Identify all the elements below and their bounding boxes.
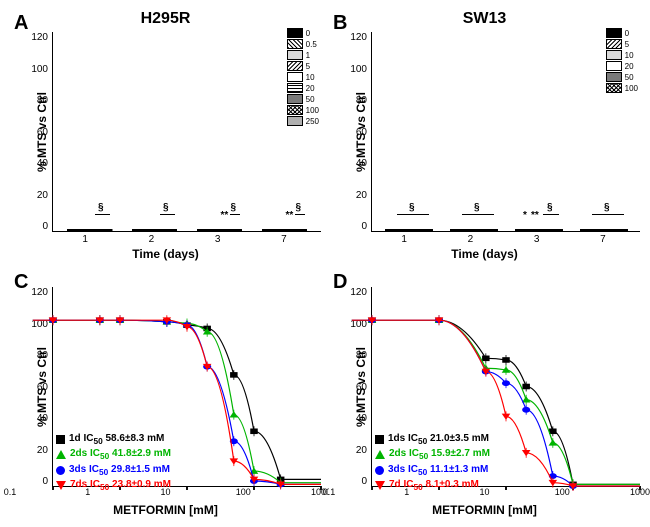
- bar: [547, 229, 555, 231]
- panel-c: C % MTS vs Ctrl 120100806040200 0.111010…: [10, 269, 321, 517]
- figure-grid: A H295R 00.515102050100250 % MTS vs Ctrl…: [10, 10, 640, 517]
- panel-a: A H295R 00.515102050100250 % MTS vs Ctrl…: [10, 10, 321, 261]
- legend-item: 0.5: [287, 39, 319, 49]
- panel-d-yaxis: 120100806040200: [329, 287, 371, 487]
- bar: [620, 229, 628, 231]
- bar: [409, 229, 417, 231]
- legend-item: 0: [287, 28, 319, 38]
- panel-a-legend: 00.515102050100250: [287, 28, 319, 127]
- bar-group: §: [122, 229, 187, 231]
- panel-a-xticks: 1237: [10, 232, 321, 245]
- legend-item: 0: [606, 28, 638, 38]
- bar: [385, 229, 393, 231]
- panel-b-label: B: [333, 12, 347, 35]
- bar: [474, 229, 482, 231]
- bar: [539, 229, 547, 231]
- panel-b-xlabel: Time (days): [329, 247, 640, 261]
- panel-b-legend: 05102050100: [606, 28, 638, 94]
- panel-c-label: C: [14, 271, 28, 294]
- bar: [580, 229, 588, 231]
- panel-a-plot: §§**§**§: [52, 32, 321, 232]
- panel-d-xlabel: METFORMIN [mM]: [329, 503, 640, 517]
- legend-item: 10: [606, 50, 638, 60]
- bar: [482, 229, 490, 231]
- bar: [401, 229, 409, 231]
- bar: [490, 229, 498, 231]
- bar: [237, 229, 242, 231]
- bar-group: **§: [252, 229, 317, 231]
- bar: [107, 229, 112, 231]
- ic50-row: 7d IC50 8.1±0.3 mM: [375, 478, 490, 493]
- bar: [450, 229, 458, 231]
- legend-item: 250: [287, 116, 319, 126]
- legend-item: 5: [287, 61, 319, 71]
- bar: [523, 229, 531, 231]
- panel-c-yaxis: 120100806040200: [10, 287, 52, 487]
- bar: [588, 229, 596, 231]
- bar-group: §: [571, 229, 636, 231]
- bar: [612, 229, 620, 231]
- panel-a-label: A: [14, 12, 28, 35]
- ic50-row: 3ds IC50 11.1±1.3 mM: [375, 463, 490, 478]
- legend-item: 50: [606, 72, 638, 82]
- panel-a-yaxis: 120100806040200: [10, 32, 52, 232]
- ic50-row: 2ds IC50 41.8±2.9 mM: [56, 447, 171, 462]
- bar: [458, 229, 466, 231]
- legend-item: 100: [606, 83, 638, 93]
- bar-group: §: [441, 229, 506, 231]
- ic50-row: 3ds IC50 29.8±1.5 mM: [56, 463, 171, 478]
- bar: [515, 229, 523, 231]
- panel-b-plot: §§***§§: [371, 32, 640, 232]
- legend-item: 1: [287, 50, 319, 60]
- bar-group: ***§: [506, 229, 571, 231]
- panel-b-chart: % MTS vs Ctrl 120100806040200 §§***§§: [329, 32, 640, 232]
- panel-c-xlabel: METFORMIN [mM]: [10, 503, 321, 517]
- legend-item: 5: [606, 39, 638, 49]
- bar-group: §: [376, 229, 441, 231]
- bar: [302, 229, 307, 231]
- legend-item: 20: [287, 83, 319, 93]
- ic50-row: 2ds IC50 15.9±2.7 mM: [375, 447, 490, 462]
- panel-b-title: SW13: [329, 10, 640, 28]
- ic50-row: 7ds IC50 23.8±0.9 mM: [56, 478, 171, 493]
- bar: [417, 229, 425, 231]
- bar: [604, 229, 612, 231]
- panel-a-chart: % MTS vs Ctrl 120100806040200 §§**§**§: [10, 32, 321, 232]
- panel-b-yaxis: 120100806040200: [329, 32, 371, 232]
- bar: [466, 229, 474, 231]
- legend-item: 100: [287, 105, 319, 115]
- panel-d-label: D: [333, 271, 347, 294]
- panel-a-xlabel: Time (days): [10, 247, 321, 261]
- bar: [172, 229, 177, 231]
- panel-d: D % MTS vs Ctrl 120100806040200 0.111010…: [329, 269, 640, 517]
- ic50-row: 1ds IC50 21.0±3.5 mM: [375, 432, 490, 447]
- bar: [425, 229, 433, 231]
- bar: [596, 229, 604, 231]
- bar: [531, 229, 539, 231]
- panel-c-ic50: 1d IC50 58.6±8.3 mM2ds IC50 41.8±2.9 mM3…: [56, 432, 171, 493]
- panel-d-ic50: 1ds IC50 21.0±3.5 mM2ds IC50 15.9±2.7 mM…: [375, 432, 490, 493]
- panel-a-title: H295R: [10, 10, 321, 28]
- panel-b: B SW13 05102050100 % MTS vs Ctrl 1201008…: [329, 10, 640, 261]
- bar: [555, 229, 563, 231]
- bar-group: **§: [187, 229, 252, 231]
- ic50-row: 1d IC50 58.6±8.3 mM: [56, 432, 171, 447]
- bar-group: §: [57, 229, 122, 231]
- bar: [393, 229, 401, 231]
- panel-b-xticks: 1237: [329, 232, 640, 245]
- legend-item: 20: [606, 61, 638, 71]
- legend-item: 50: [287, 94, 319, 104]
- legend-item: 10: [287, 72, 319, 82]
